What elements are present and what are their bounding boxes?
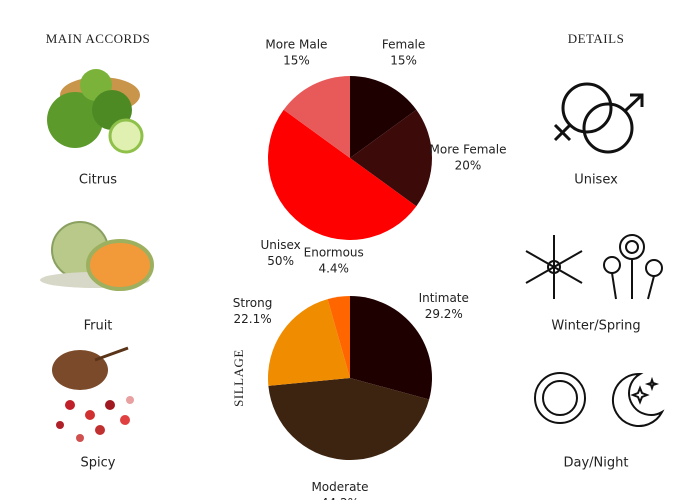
accord-label: Spicy — [81, 456, 116, 471]
slice-value: 15% — [390, 53, 417, 67]
pie-slice — [350, 76, 417, 158]
pie-slice — [268, 378, 430, 460]
slice-value: 15% — [283, 53, 310, 67]
slice-value: 29.2% — [425, 307, 463, 321]
slice-label: More Female — [430, 143, 507, 157]
pie-slice — [350, 109, 432, 207]
spicy-image — [52, 346, 134, 442]
fruit-image — [40, 221, 154, 291]
gender-icon — [553, 82, 644, 154]
slice-value: 44.2% — [321, 496, 359, 500]
pie-slice — [283, 76, 350, 158]
slice-value: 22.1% — [233, 312, 271, 326]
details-title: DETAILS — [568, 31, 625, 46]
slice-label: Strong — [233, 296, 273, 310]
day-night-icon — [534, 372, 665, 427]
accord-label: Citrus — [79, 173, 117, 188]
detail-label: Unisex — [574, 173, 618, 188]
season-icon — [525, 234, 663, 300]
accords-title: MAIN ACCORDS — [46, 31, 151, 46]
pie-slice — [267, 109, 417, 241]
slice-label: Intimate — [419, 291, 469, 305]
slice-value: 50% — [267, 254, 294, 268]
slice-label: Enormous — [304, 246, 364, 260]
detail-label: Winter/Spring — [551, 319, 640, 334]
pie-slice — [350, 296, 432, 400]
citrus-image — [47, 69, 144, 154]
slice-label: Moderate — [311, 480, 368, 494]
detail-label: Day/Night — [564, 456, 629, 471]
slice-value: 4.4% — [318, 262, 349, 276]
slice-value: 20% — [455, 159, 482, 173]
accord-label: Fruit — [84, 319, 113, 334]
slice-label: Unisex — [261, 238, 301, 252]
pie-slice — [327, 296, 350, 378]
slice-label: Female — [382, 37, 425, 51]
chart-title: SILLAGE — [231, 349, 246, 407]
slice-label: More Male — [265, 37, 327, 51]
pie-slice — [268, 299, 350, 386]
